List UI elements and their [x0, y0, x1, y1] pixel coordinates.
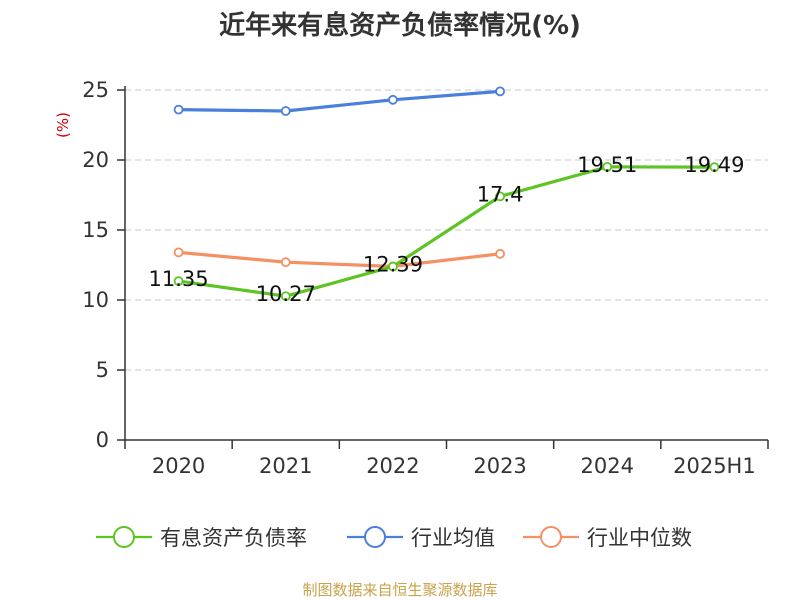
- y-tick-label: 25: [82, 78, 109, 102]
- data-label: 11.35: [149, 267, 209, 291]
- y-tick-label: 10: [82, 288, 109, 312]
- data-label: 17.4: [477, 182, 524, 206]
- legend-item[interactable]: 有息资产负债率: [96, 526, 307, 550]
- data-point[interactable]: [495, 191, 505, 202]
- data-point[interactable]: [602, 161, 613, 172]
- y-tick-label: 5: [96, 358, 109, 382]
- data-point[interactable]: [173, 104, 184, 115]
- data-point[interactable]: [388, 94, 398, 105]
- series-line: [178, 250, 501, 268]
- x-tick-label: 2021: [259, 454, 312, 478]
- data-label: 12.39: [363, 253, 423, 277]
- data-point[interactable]: [388, 261, 398, 272]
- data-label: 19.49: [684, 153, 744, 177]
- data-point[interactable]: [173, 276, 184, 287]
- data-label: 10.27: [256, 282, 316, 306]
- legend-item[interactable]: 行业中位数: [523, 526, 692, 550]
- series-line: [178, 165, 715, 298]
- y-axis-unit-label: (%): [54, 112, 72, 138]
- x-tick-label: 2020: [152, 454, 205, 478]
- data-point[interactable]: [280, 257, 291, 268]
- data-labels: 11.35 10.27 12.39 17.4 19.51 19.49: [149, 153, 745, 306]
- series-layer: [173, 86, 720, 302]
- legend-label: 有息资产负债率: [160, 526, 307, 550]
- legend-swatch-marker: [113, 526, 135, 548]
- legend-label: 行业中位数: [587, 526, 692, 550]
- data-point[interactable]: [280, 106, 291, 116]
- y-tick-label: 0: [96, 428, 109, 452]
- legend[interactable]: 有息资产负债率 行业均值 行业中位数: [96, 526, 692, 550]
- legend-swatch-marker: [540, 526, 562, 548]
- data-point[interactable]: [495, 86, 505, 97]
- x-tick-label: 2025H1: [673, 454, 756, 478]
- y-tick-label: 20: [82, 148, 109, 172]
- chart-title: 近年来有息资产负债率情况(%): [219, 10, 581, 41]
- data-point[interactable]: [280, 291, 291, 302]
- series-line: [178, 89, 501, 113]
- legend-label: 行业均值: [411, 526, 495, 550]
- legend-item[interactable]: 行业均值: [347, 526, 495, 550]
- data-point[interactable]: [173, 247, 184, 258]
- data-label: 19.51: [577, 153, 637, 177]
- x-tick-label: 2024: [581, 454, 634, 478]
- x-tick-label: 2022: [366, 454, 419, 478]
- x-tick-label: 2023: [473, 454, 526, 478]
- axes: 0 5 10 15 20 25 2020 2021 2022 2023 2024 2025H1: [82, 78, 769, 478]
- source-note: 制图数据来自恒生聚源数据库: [302, 581, 497, 599]
- data-point[interactable]: [709, 162, 720, 173]
- legend-swatch-marker: [364, 526, 386, 548]
- y-tick-label: 15: [82, 218, 109, 242]
- data-point[interactable]: [495, 248, 505, 259]
